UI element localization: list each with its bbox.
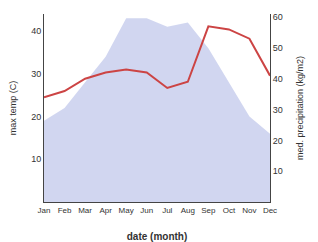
svg-text:Jun: Jun	[140, 206, 153, 215]
svg-text:Sep: Sep	[201, 206, 216, 215]
svg-text:med. precipitation (kg/m2): med. precipitation (kg/m2)	[295, 56, 305, 160]
svg-text:40: 40	[31, 26, 41, 36]
svg-text:May: May	[119, 206, 134, 215]
svg-text:Feb: Feb	[58, 206, 72, 215]
svg-text:max temp (C): max temp (C)	[8, 81, 18, 136]
svg-text:30: 30	[31, 69, 41, 79]
svg-text:10: 10	[273, 166, 283, 176]
svg-text:20: 20	[31, 112, 41, 122]
svg-text:30: 30	[273, 105, 283, 115]
svg-text:10: 10	[31, 154, 41, 164]
svg-text:Jul: Jul	[162, 206, 172, 215]
svg-text:20: 20	[273, 136, 283, 146]
svg-text:Aug: Aug	[181, 206, 195, 215]
svg-text:Oct: Oct	[223, 206, 236, 215]
svg-text:60: 60	[273, 12, 283, 22]
svg-text:Nov: Nov	[242, 206, 256, 215]
svg-text:50: 50	[273, 43, 283, 53]
svg-text:Dec: Dec	[263, 206, 277, 215]
svg-text:Mar: Mar	[78, 206, 92, 215]
svg-text:Jan: Jan	[38, 206, 51, 215]
svg-text:Apr: Apr	[99, 206, 112, 215]
svg-text:40: 40	[273, 74, 283, 84]
svg-text:date (month): date (month)	[127, 231, 188, 242]
